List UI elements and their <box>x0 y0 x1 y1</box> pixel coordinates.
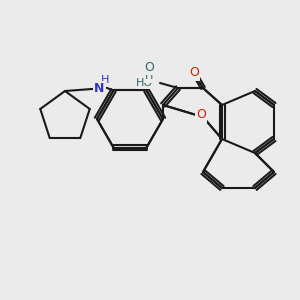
Text: O: O <box>196 109 206 122</box>
Text: O: O <box>145 61 154 74</box>
Text: O: O <box>189 67 199 80</box>
Text: H: H <box>145 71 154 81</box>
Text: HO: HO <box>136 78 153 88</box>
Text: N: N <box>94 82 105 95</box>
Text: H: H <box>101 75 110 85</box>
